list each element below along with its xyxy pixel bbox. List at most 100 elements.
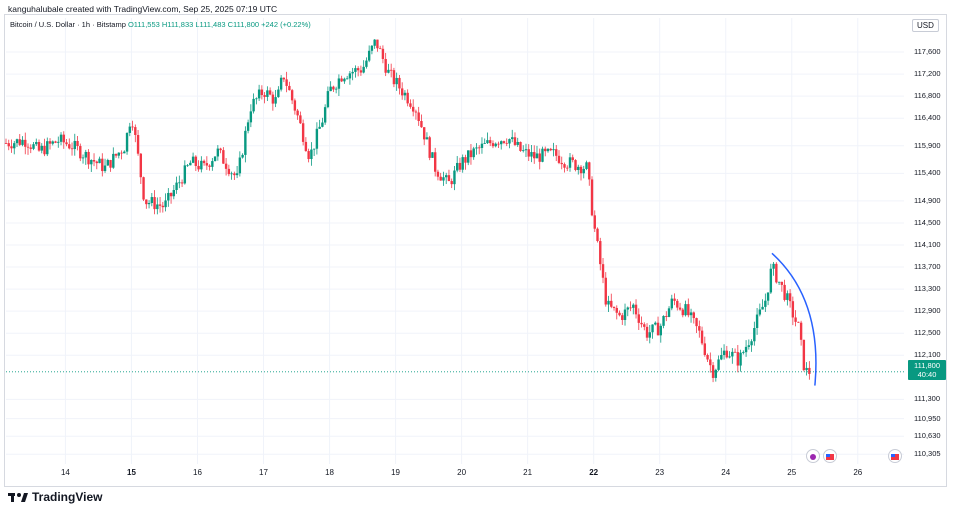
candle-body [720,355,723,360]
symbol-label: Bitcoin / U.S. Dollar · 1h · Bitstamp [10,20,126,29]
event-crypto-icon[interactable] [806,449,820,463]
y-tick-label: 116,400 [914,113,941,123]
candle-body [634,304,638,315]
candle-body [376,39,379,49]
candle-body [568,157,572,168]
candle-body [612,306,616,308]
y-tick-label: 110,305 [914,449,941,459]
x-tick-label: 15 [127,468,136,477]
candle-body [557,155,561,163]
x-tick-label: 25 [787,468,797,477]
candle-body [329,86,332,92]
candle-body [722,350,726,356]
candle-body [65,142,68,145]
candle-body [120,152,123,154]
candle-body [626,307,629,310]
candle-body [268,90,272,95]
currency-button[interactable]: USD [912,19,939,32]
candle-body [114,153,118,156]
candle-body [241,154,244,158]
candle-body [753,328,756,342]
candle-body [788,293,792,302]
x-tick-label: 17 [259,468,268,477]
x-tick-label: 19 [391,468,401,477]
candle-body [505,142,508,144]
candle-body [645,326,649,338]
candle-body [15,139,19,144]
candle-body [511,137,514,140]
y-tick-label: 111,300 [914,394,940,404]
candle-body [695,318,698,327]
candle-body [117,152,121,156]
candle-body [230,173,233,175]
candle-body [304,141,308,152]
candle-body [318,126,321,129]
candle-body [574,160,577,170]
candle-body [577,166,580,170]
candle-body [560,162,563,165]
tradingview-logo-icon [8,493,28,502]
candle-body [200,160,203,170]
candle-body [546,148,550,152]
candle-body [109,160,112,168]
candle-body [365,60,368,67]
x-tick-label: 20 [457,468,467,477]
candle-body [112,153,115,168]
candle-body [211,161,214,167]
candle-body [301,123,305,142]
candle-body [70,148,74,150]
candle-body [533,152,536,159]
candle-body [725,350,729,358]
candle-body [786,293,789,300]
candle-body [378,48,382,50]
candle-body [497,143,500,145]
candle-body [263,95,266,97]
us-flag-icon[interactable] [888,449,902,463]
candle-body [651,324,654,333]
candle-body [183,165,187,184]
candle-body [502,141,506,143]
candle-body [274,97,277,104]
candle-body [191,156,195,163]
candle-body [145,199,148,205]
bar-countdown: 40:40 [917,370,937,379]
candle-body [808,367,811,374]
candle-body [709,359,712,366]
candle-body [780,281,784,285]
candle-body [340,78,343,82]
candle-body [389,69,393,71]
candle-body [805,367,808,371]
candle-body [194,156,198,166]
candle-body [403,92,407,96]
candle-body [266,90,269,97]
candle-body [136,134,140,154]
candle-body [48,141,52,144]
candle-body [706,354,709,360]
candle-body [596,228,599,242]
us-flag-icon[interactable] [823,449,837,463]
candle-body [323,107,327,123]
candle-body [354,68,357,72]
tradingview-logo[interactable]: TradingView [8,490,102,504]
last-price-badge: 111,800 40:40 [908,360,946,380]
candle-body [279,77,283,90]
candle-body [24,139,27,147]
candle-body [799,322,803,340]
candle-body [593,215,596,229]
candle-body [51,141,54,144]
x-tick-label: 22 [589,468,599,477]
candle-body [571,157,574,161]
symbol-legend[interactable]: Bitcoin / U.S. Dollar · 1h · Bitstamp O1… [10,20,311,29]
y-tick-label: 112,900 [914,306,941,316]
candle-body [128,126,132,133]
y-tick-label: 113,700 [914,262,941,272]
candle-body [599,241,602,265]
candle-body [519,141,522,151]
candle-body [409,103,412,107]
candle-body [538,153,541,162]
candle-body [654,322,657,325]
candle-body [277,89,280,98]
candle-body [202,160,206,164]
candle-body [733,351,737,353]
